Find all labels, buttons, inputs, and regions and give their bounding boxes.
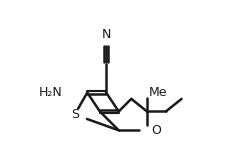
Text: O: O xyxy=(151,124,161,137)
Text: S: S xyxy=(71,108,79,121)
Text: N: N xyxy=(102,28,111,41)
Text: Me: Me xyxy=(148,86,167,99)
Text: H₂N: H₂N xyxy=(38,86,62,99)
